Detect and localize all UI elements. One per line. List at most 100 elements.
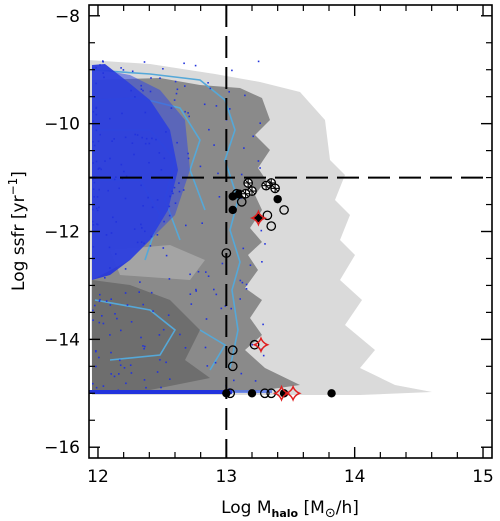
red-star-marker	[249, 209, 268, 227]
blue-speck	[213, 144, 215, 146]
blue-speck	[254, 380, 257, 382]
blue-speck	[95, 207, 98, 210]
blue-speck	[110, 298, 112, 300]
blue-speck	[98, 206, 100, 209]
red-star-marker	[284, 384, 302, 402]
blue-speck	[215, 293, 218, 296]
blue-speck	[95, 113, 98, 116]
y-axis-label-main: Log ssfr [yr	[9, 195, 29, 291]
blue-speck	[113, 375, 116, 378]
blue-speck	[140, 241, 143, 243]
y-tick-label: −10	[44, 115, 80, 135]
open-circle-marker	[227, 361, 238, 372]
blue-speck	[96, 209, 99, 212]
blue-speck	[243, 147, 245, 149]
plot-area	[88, 5, 492, 458]
blue-speck	[239, 298, 241, 300]
blue-speck	[162, 68, 164, 70]
blue-speck	[121, 178, 124, 180]
blue-speck	[231, 69, 233, 72]
blue-speck	[150, 77, 152, 79]
blue-speck	[215, 105, 218, 107]
blue-speck	[206, 365, 209, 367]
blue-speck	[124, 292, 127, 294]
blue-speck	[92, 220, 94, 223]
blue-speck	[143, 242, 145, 245]
blue-speck	[178, 182, 180, 184]
blue-speck	[220, 307, 223, 310]
blue-speck	[178, 190, 181, 193]
blue-speck	[205, 318, 208, 320]
blue-speck	[257, 160, 260, 162]
blue-speck	[239, 279, 242, 282]
blue-speck	[109, 157, 111, 160]
blue-speck	[241, 281, 244, 284]
blue-speck	[140, 84, 142, 87]
open-circle-marker	[259, 388, 270, 399]
blue-speck	[142, 345, 144, 347]
blue-speck	[144, 142, 147, 145]
blue-speck	[162, 328, 165, 331]
blue-speck	[113, 178, 116, 181]
x-tick-label: 14	[344, 467, 366, 487]
x-axis-label-sun-symbol: ⊙	[325, 506, 336, 521]
blue-speck	[109, 334, 111, 336]
blue-speck	[203, 103, 206, 106]
blue-speck	[108, 246, 111, 249]
blue-speck	[124, 268, 127, 270]
blue-speck	[136, 134, 139, 136]
blue-speck	[101, 315, 103, 317]
blue-speck	[261, 261, 263, 263]
blue-speck	[120, 329, 122, 332]
blue-speck	[195, 288, 197, 291]
blue-speck	[240, 173, 243, 176]
y-axis-label-superscript: −1	[6, 178, 20, 196]
x-axis-label: Log Mhalo [M⊙/h]	[221, 498, 359, 521]
inner-gray-band-left	[92, 280, 210, 392]
blue-speck	[155, 138, 157, 141]
blue-speck	[107, 189, 109, 192]
blue-speck	[233, 379, 235, 382]
blue-speck	[95, 129, 98, 132]
blue-speck	[147, 196, 149, 199]
blue-speck	[169, 195, 171, 198]
blue-speck	[197, 270, 200, 273]
blue-speck	[179, 333, 181, 336]
open-circle-marker	[249, 339, 260, 350]
blue-speck	[121, 112, 123, 115]
blue-speck	[115, 253, 117, 255]
blue-speck	[134, 96, 136, 98]
blue-speck	[130, 321, 133, 323]
red-star-marker	[252, 336, 270, 354]
blue-speck	[99, 293, 101, 296]
blue-speck	[145, 137, 148, 140]
blue-speck	[125, 175, 128, 178]
crossed-circle-d	[242, 190, 249, 198]
blue-speck	[152, 310, 154, 312]
blue-mid-point-cloud	[92, 68, 190, 280]
blue-speck	[104, 277, 106, 279]
blue-speck	[207, 275, 210, 277]
blue-speck	[120, 163, 123, 166]
blue-speck	[100, 168, 102, 171]
blue-speck	[109, 304, 112, 306]
blue-speck	[150, 235, 153, 238]
crossed-circle-d	[271, 185, 279, 192]
blue-speck	[140, 184, 142, 187]
blue-speck	[131, 70, 134, 73]
open-circle-marker	[221, 248, 232, 258]
blue-speck	[110, 232, 113, 234]
blue-speck	[184, 347, 187, 349]
blue-speck	[105, 300, 108, 302]
blue-speck	[139, 281, 141, 283]
x-axis-label-unit-close: /h]	[336, 498, 359, 518]
blue-speck	[185, 224, 187, 227]
blue-speck	[112, 216, 114, 219]
blue-speck	[95, 386, 98, 389]
open-circle-marker	[279, 205, 289, 215]
blue-speck	[113, 138, 115, 140]
blue-scatter-points	[92, 60, 266, 392]
x-axis-label-subscript: halo	[272, 507, 299, 520]
blue-speck	[102, 72, 104, 74]
